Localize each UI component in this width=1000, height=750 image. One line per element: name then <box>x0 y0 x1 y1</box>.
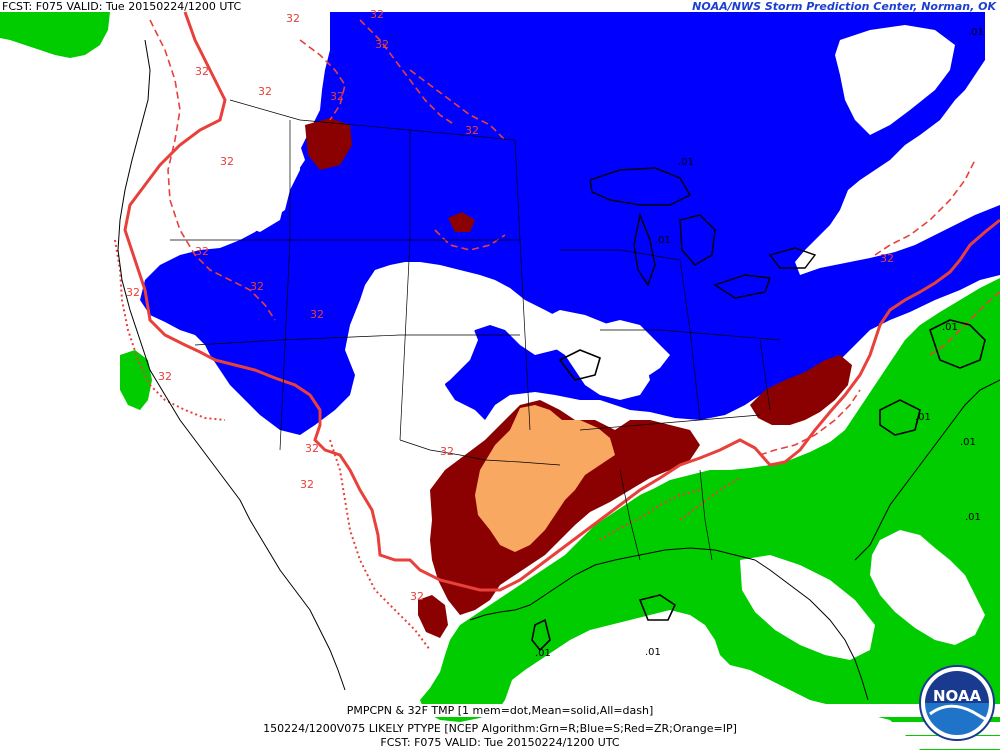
state-lines <box>170 99 781 561</box>
forecast-header: FCST: F075 VALID: Tue 20150224/1200 UTC <box>2 0 242 13</box>
label-32: 32 <box>258 85 272 98</box>
great-lakes <box>589 167 817 299</box>
label-01: .01 <box>960 437 976 448</box>
label-01: .01 <box>915 412 931 423</box>
label-01: .01 <box>968 27 984 38</box>
label-01: .01 <box>655 235 671 246</box>
freezing-line-32F <box>123 11 1000 592</box>
label-32: 32 <box>465 124 479 137</box>
clear-areas <box>240 25 955 400</box>
label-32: 32 <box>375 38 389 51</box>
label-32: 32 <box>126 286 140 299</box>
label-01: .01 <box>645 647 661 658</box>
label-01: .01 <box>942 322 958 333</box>
label-32: 32 <box>410 590 424 603</box>
label-32: 32 <box>330 90 344 103</box>
freezing-line-dashed <box>149 19 1000 456</box>
label-32: 32 <box>880 252 894 265</box>
label-01: .01 <box>535 648 551 659</box>
label-32: 32 <box>286 12 300 25</box>
label-32: 32 <box>250 280 264 293</box>
footer-ptype-legend: 150224/1200V075 LIKELY PTYPE [NCEP Algor… <box>0 722 1000 735</box>
label-32: 32 <box>158 370 172 383</box>
contour-labels-32: 32 32 32 32 32 32 32 32 32 32 32 32 32 3… <box>126 8 894 603</box>
coastlines <box>117 39 1000 701</box>
contour-labels-01: .01 .01 .01 .01 .01 .01 .01 .01 .01 <box>535 27 984 659</box>
no-precip-holes <box>740 530 985 660</box>
label-32: 32 <box>440 445 454 458</box>
label-32: 32 <box>195 245 209 258</box>
noaa-logo: NOAA <box>919 665 995 741</box>
label-01: .01 <box>678 157 694 168</box>
footer-contour-legend: PMPCPN & 32F TMP [1 mem=dot,Mean=solid,A… <box>0 704 1000 717</box>
precip-contours <box>531 319 986 652</box>
freezing-line-dotted <box>114 239 741 651</box>
footer-valid-time: FCST: F075 VALID: Tue 20150224/1200 UTC <box>0 736 1000 749</box>
label-01: .01 <box>965 512 981 523</box>
noaa-logo-text: NOAA <box>933 687 982 705</box>
label-32: 32 <box>300 478 314 491</box>
label-32: 32 <box>220 155 234 168</box>
ice-pellets-areas <box>475 405 615 552</box>
snow-areas <box>140 12 1000 435</box>
label-32: 32 <box>195 65 209 78</box>
label-32: 32 <box>370 8 384 21</box>
label-32: 32 <box>305 442 319 455</box>
agency-credit: NOAA/NWS Storm Prediction Center, Norman… <box>692 0 996 13</box>
label-32: 32 <box>310 308 324 321</box>
